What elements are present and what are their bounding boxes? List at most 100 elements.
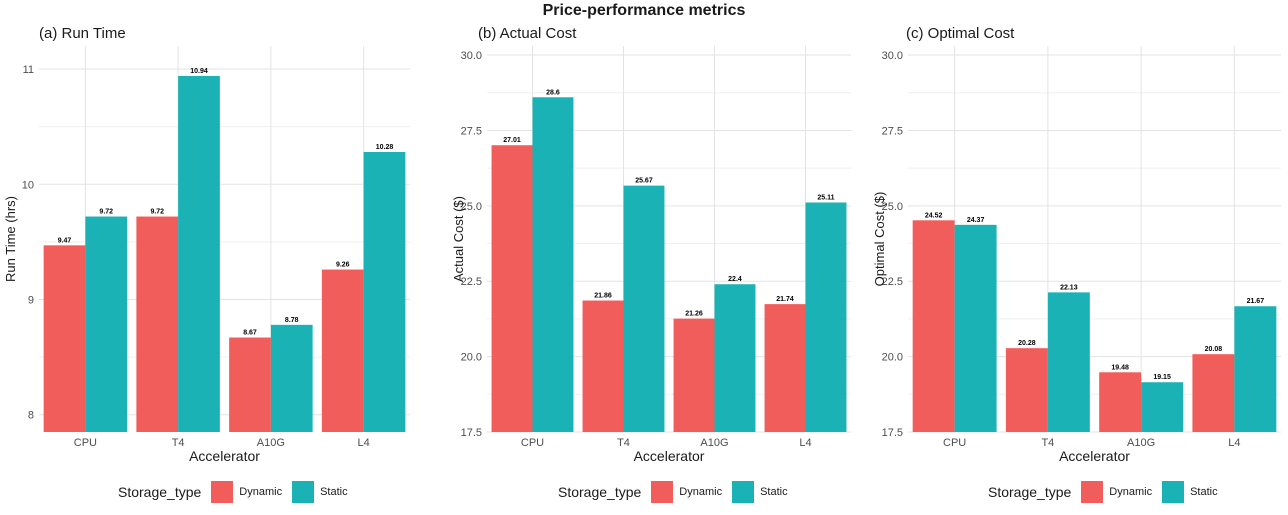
x-tick-label: L4 xyxy=(1228,437,1240,449)
bar-t4-static xyxy=(1047,292,1090,432)
data-label-cpu-static: 28.6 xyxy=(546,89,560,96)
y-tick-label: 8 xyxy=(28,410,34,422)
x-axis-label: Accelerator xyxy=(189,448,260,464)
y-tick-label: 9 xyxy=(28,294,34,306)
data-label-l4-static: 25.11 xyxy=(817,195,834,202)
data-label-cpu-dynamic: 27.01 xyxy=(503,137,521,144)
legend-label-static: Static xyxy=(320,486,348,498)
y-tick-label: 20.0 xyxy=(882,352,903,364)
data-label-l4-dynamic: 21.74 xyxy=(776,296,794,303)
bar-a10g-dynamic xyxy=(673,318,715,432)
legend-item-dynamic: Dynamic xyxy=(651,481,722,503)
data-label-a10g-dynamic: 19.48 xyxy=(1111,364,1129,371)
y-tick-label: 20.0 xyxy=(461,352,482,364)
legend-key-dynamic xyxy=(211,481,234,503)
y-tick-label: 25.0 xyxy=(461,201,482,213)
bar-cpu-dynamic xyxy=(491,145,533,433)
bar-l4-static xyxy=(805,202,847,432)
x-tick-label: CPU xyxy=(521,437,544,449)
legend-optimal-cost: Storage_type Dynamic Static xyxy=(988,480,1228,504)
legend-key-dynamic xyxy=(1081,481,1104,503)
legend-title: Storage_type xyxy=(558,484,642,500)
x-tick-label: CPU xyxy=(74,437,97,449)
x-tick-label: A10G xyxy=(700,437,728,449)
bar-t4-static xyxy=(178,75,220,433)
y-tick-label: 17.5 xyxy=(882,427,903,439)
y-tick-label: 10 xyxy=(22,179,34,191)
bar-a10g-static xyxy=(1141,382,1184,432)
x-tick-label: CPU xyxy=(943,437,966,449)
data-label-t4-dynamic: 21.86 xyxy=(594,293,612,300)
bar-t4-static xyxy=(623,185,665,432)
y-tick-label: 27.5 xyxy=(882,125,903,137)
bar-l4-static xyxy=(363,152,406,432)
data-label-cpu-static: 9.72 xyxy=(99,209,113,216)
panel-title: (a) Run Time xyxy=(39,25,126,42)
x-tick-label: A10G xyxy=(1127,437,1155,449)
legend-item-static: Static xyxy=(1162,481,1218,503)
bar-cpu-static xyxy=(532,97,574,432)
legend-key-static xyxy=(1162,481,1185,503)
y-axis-label: Optimal Cost ($) xyxy=(872,192,887,287)
x-tick-label: A10G xyxy=(257,437,285,449)
data-label-l4-static: 21.67 xyxy=(1247,298,1265,305)
bar-cpu-dynamic xyxy=(43,245,86,432)
y-axis-label: Actual Cost ($) xyxy=(451,196,466,282)
bar-t4-dynamic xyxy=(1005,348,1048,432)
legend-key-static xyxy=(732,481,755,503)
legend-label-static: Static xyxy=(760,486,788,498)
legend-actual-cost: Storage_type Dynamic Static xyxy=(558,480,798,504)
bar-cpu-dynamic xyxy=(912,220,955,432)
legend-title: Storage_type xyxy=(988,484,1072,500)
x-tick-label: T4 xyxy=(172,437,185,449)
y-tick-label: 11 xyxy=(23,64,34,76)
legend-item-dynamic: Dynamic xyxy=(211,481,282,503)
x-tick-label: T4 xyxy=(1041,437,1054,449)
y-tick-label: 22.5 xyxy=(882,276,903,288)
legend-label-dynamic: Dynamic xyxy=(239,486,283,498)
bar-a10g-dynamic xyxy=(1099,372,1142,432)
legend-label-dynamic: Dynamic xyxy=(679,486,723,498)
bar-l4-dynamic xyxy=(764,304,806,432)
x-axis-label: Accelerator xyxy=(634,448,705,464)
data-label-a10g-dynamic: 21.26 xyxy=(685,311,703,318)
legend-item-static: Static xyxy=(732,481,788,503)
bar-cpu-static xyxy=(85,216,128,432)
bar-l4-static xyxy=(1234,306,1277,432)
data-label-l4-dynamic: 20.08 xyxy=(1205,346,1223,353)
data-label-cpu-dynamic: 9.47 xyxy=(58,237,72,244)
data-label-a10g-static: 19.15 xyxy=(1153,374,1171,381)
legend-label-dynamic: Dynamic xyxy=(1109,486,1153,498)
y-tick-label: 30.0 xyxy=(461,50,482,62)
legend-item-dynamic: Dynamic xyxy=(1081,481,1152,503)
data-label-t4-static: 10.94 xyxy=(190,68,208,75)
data-label-t4-static: 22.13 xyxy=(1060,284,1078,291)
bar-a10g-static xyxy=(270,324,313,432)
data-label-t4-dynamic: 20.28 xyxy=(1018,340,1036,347)
data-label-cpu-dynamic: 24.52 xyxy=(925,212,943,219)
legend-key-static xyxy=(292,481,315,503)
data-label-a10g-dynamic: 8.67 xyxy=(243,330,257,337)
data-label-cpu-static: 24.37 xyxy=(967,217,985,224)
y-tick-label: 27.5 xyxy=(461,125,482,137)
x-tick-label: T4 xyxy=(617,437,630,449)
x-axis-label: Accelerator xyxy=(1059,448,1130,464)
legend-key-dynamic xyxy=(651,481,674,503)
bar-a10g-dynamic xyxy=(229,337,271,432)
panel-title: (b) Actual Cost xyxy=(478,25,577,42)
bar-cpu-static xyxy=(954,224,997,432)
data-label-a10g-static: 8.78 xyxy=(285,317,299,324)
bar-l4-dynamic xyxy=(321,269,364,432)
legend-run-time: Storage_type Dynamic Static xyxy=(118,480,358,504)
data-label-t4-dynamic: 9.72 xyxy=(150,209,164,216)
bar-t4-dynamic xyxy=(136,216,179,432)
legend-label-static: Static xyxy=(1190,486,1218,498)
panel-title: (c) Optimal Cost xyxy=(906,25,1015,42)
x-tick-label: L4 xyxy=(799,437,811,449)
y-tick-label: 17.5 xyxy=(461,427,482,439)
data-label-a10g-static: 22.4 xyxy=(728,276,742,283)
data-label-l4-dynamic: 9.26 xyxy=(336,262,350,269)
y-tick-label: 30.0 xyxy=(882,50,903,62)
legend-item-static: Static xyxy=(292,481,348,503)
bar-t4-dynamic xyxy=(582,300,624,432)
